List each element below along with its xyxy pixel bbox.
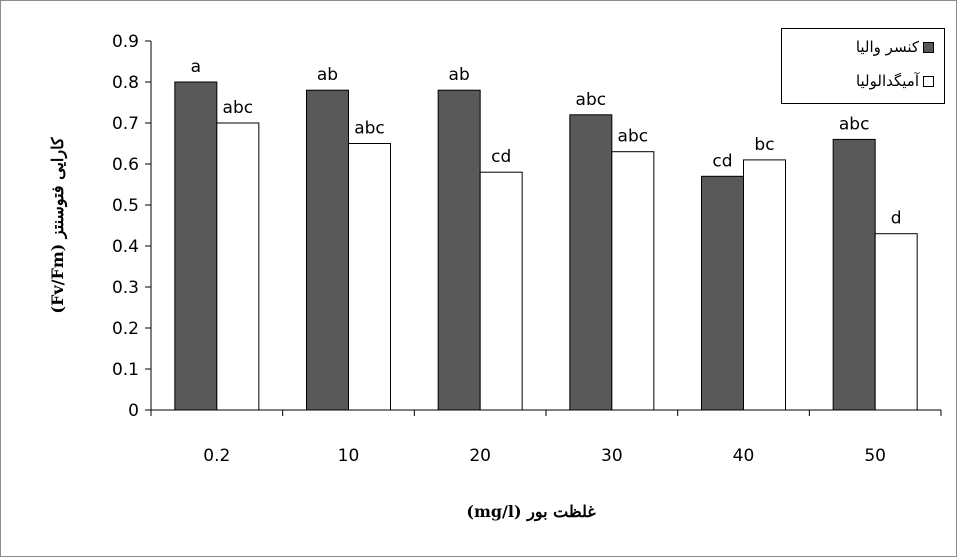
bar-series-1: [569, 114, 613, 411]
y-tick-label: 0.8: [112, 73, 139, 93]
legend: کنسر والیا آمیگدالولیا: [781, 28, 945, 104]
y-axis-title: کارایی فتوسنتز (Fv/Fm): [48, 137, 68, 314]
y-tick-label: 0.4: [112, 237, 139, 257]
bar-series-2: [479, 171, 523, 411]
legend-swatch-series-2: [923, 75, 934, 87]
y-tick-label: 0.2: [112, 319, 139, 339]
data-label-series-1: ab: [449, 65, 470, 85]
data-label-series-1: abc: [576, 90, 607, 110]
bar-series-1: [174, 81, 218, 411]
data-label-series-2: d: [891, 209, 902, 229]
bar-series-2: [216, 122, 260, 411]
legend-swatch-series-1: [923, 41, 934, 53]
x-axis-ticks: 0.2 10 20 30 40 50: [150, 410, 942, 466]
data-label-series-1: ab: [317, 65, 338, 85]
data-label-series-1: cd: [712, 151, 732, 171]
y-axis-ticks: 0 0.1 0.2 0.3 0.4 0.5 0.6 0.7 0.8 0.9: [112, 32, 151, 421]
y-tick-label: 0.5: [112, 196, 139, 216]
x-tick-label: 40: [733, 446, 755, 466]
bar-series-1: [832, 138, 876, 411]
bar-series-2: [874, 233, 918, 411]
x-tick-label: 10: [338, 446, 360, 466]
y-tick-label: 0.3: [112, 278, 139, 298]
data-label-series-2: abc: [618, 127, 649, 147]
bar-series-1: [701, 175, 744, 411]
legend-item-series-2: آمیگدالولیا: [856, 71, 934, 91]
x-tick-label: 0.2: [203, 446, 230, 466]
bar-series-2: [348, 143, 391, 411]
data-label-series-1: abc: [839, 114, 870, 134]
data-label-series-1: a: [191, 57, 201, 77]
y-tick-label: 0.7: [112, 114, 139, 134]
y-tick-label: 0: [128, 401, 139, 421]
x-tick-label: 30: [601, 446, 623, 466]
bar-series-2: [611, 151, 655, 411]
y-tick-label: 0.1: [112, 360, 139, 380]
data-label-series-2: abc: [354, 119, 385, 139]
data-label-series-2: cd: [491, 147, 511, 167]
x-axis-title: غلظت بور (mg/l): [466, 502, 596, 522]
x-tick-label: 50: [864, 446, 886, 466]
x-tick-label: 20: [469, 446, 491, 466]
legend-label-series-1: کنسر والیا: [855, 38, 919, 56]
legend-label-series-2: آمیگدالولیا: [855, 72, 919, 90]
bar-series-1: [306, 89, 349, 411]
bars: [174, 81, 918, 411]
y-tick-label: 0.6: [112, 155, 139, 175]
bar-series-1: [437, 89, 481, 411]
data-label-series-2: abc: [223, 98, 254, 118]
legend-item-series-1: کنسر والیا: [856, 37, 934, 57]
y-tick-label: 0.9: [112, 32, 139, 52]
bar-series-2: [743, 159, 786, 411]
data-label-series-2: bc: [754, 135, 774, 155]
